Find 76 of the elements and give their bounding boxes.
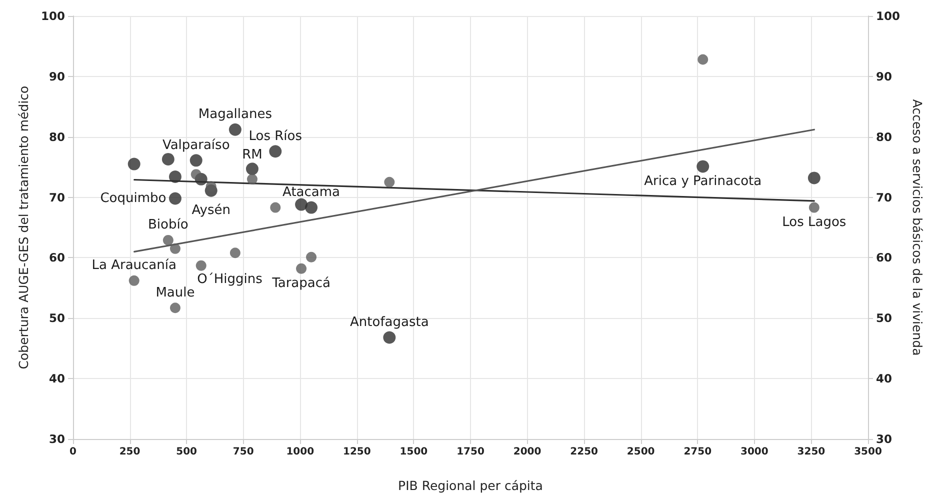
point [696,160,710,173]
point [383,331,396,344]
point [228,123,242,136]
point [246,162,258,176]
x-tick-label: 750 [232,446,254,458]
x-tick-label: 1500 [400,446,428,458]
point [305,201,318,214]
x-tick-label: 500 [176,446,198,458]
y-tick-label: 30 [48,432,65,446]
x-tick-label: 250 [119,446,140,458]
annotation: Maule [156,285,195,300]
point [168,192,182,205]
x-axis-title: PIB Regional per cápita [398,478,543,493]
y-tick-label: 60 [48,250,65,265]
point [270,202,281,213]
y2-tick-label: 70 [876,190,892,204]
y2-tick-label: 100 [876,9,900,23]
x-tick-label: 3000 [740,446,768,458]
point [162,152,174,166]
annotation: La Araucanía [92,258,176,274]
annotation: O´Higgins [197,272,263,288]
y2-tick-label: 50 [876,311,892,326]
y-tick-label: 40 [48,372,65,386]
annotation: Los Ríos [248,128,302,144]
y-tick-label: 90 [48,69,65,84]
annotation: Magallanes [198,107,272,122]
x-tick-label: 1250 [343,446,371,458]
x-tick-label: 2250 [570,446,598,458]
x-tick-label: 0 [70,446,77,458]
y-axis-title: Cobertura AUGE-GES del tratamiento médico [16,86,32,370]
point [196,260,206,271]
y-tick-label: 80 [48,130,65,144]
point [170,302,180,314]
point [808,172,820,184]
y2-axis-title: Acceso a servicios básicos de la vivienda [910,99,925,356]
point [306,252,317,262]
point [246,174,258,184]
annotation: Tarapacá [271,276,330,292]
point [162,234,174,246]
x-tick-label: 1000 [286,446,314,458]
y-tick-label: 70 [48,190,65,204]
y2-tick-label: 40 [876,372,892,386]
y-tick-label: 50 [48,311,65,326]
y2-tick-label: 60 [876,250,892,265]
point [384,176,395,188]
y2-tick-label: 30 [876,432,892,446]
x-tick-label: 2750 [684,446,712,458]
annotation: Biobío [148,218,188,233]
point [230,248,240,258]
y-tick-label: 100 [40,9,65,23]
point [128,158,140,170]
annotation: Arica y Parinacota [644,174,762,189]
point [296,263,307,274]
point [170,243,180,254]
x-tick-label: 2500 [626,446,655,458]
annotation: Antofagasta [350,314,429,330]
y2-tick-label: 90 [876,69,892,84]
point [808,202,820,213]
point [295,198,308,211]
annotation: RM [242,148,262,163]
x-tick-label: 1750 [456,446,484,458]
point [168,170,182,183]
x-tick-label: 2000 [513,446,542,458]
annotation: Valparaíso [162,138,230,153]
point [190,154,202,167]
annotation: Los Lagos [782,215,846,230]
x-tick-label: 3500 [854,446,882,458]
x-tick-label: 3250 [797,446,826,458]
point [190,169,202,180]
annotation: Coquimbo [100,190,166,206]
annotation: Atacama [282,185,340,200]
point [698,54,708,65]
annotation: Aysén [192,202,230,218]
point [269,145,282,158]
point [128,275,140,286]
y2-tick-label: 80 [876,130,892,144]
